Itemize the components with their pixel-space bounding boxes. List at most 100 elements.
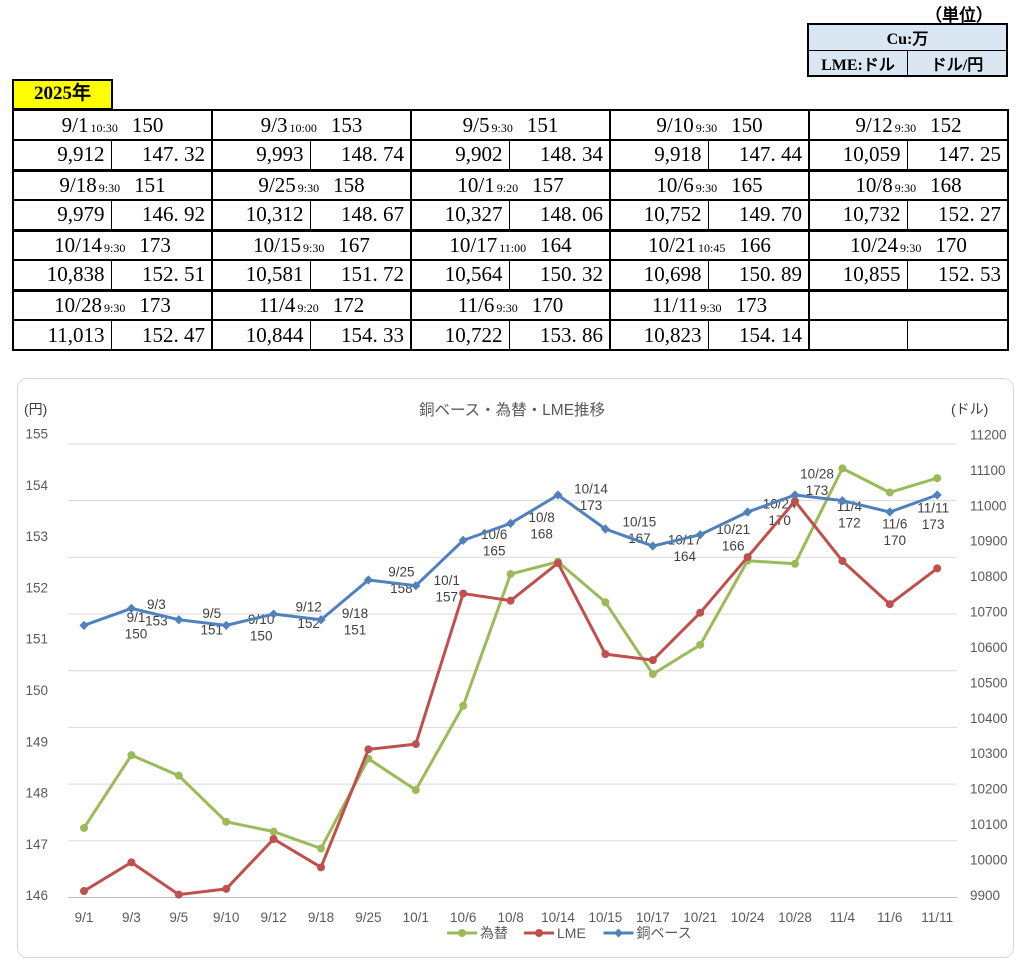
right-axis-tick: 11200 [970, 428, 1007, 443]
marker-circle [174, 771, 183, 780]
x-axis-tick: 9/5 [169, 910, 188, 925]
price-cell-fx[interactable]: 147. 25 [906, 139, 1009, 171]
price-cell-fx[interactable]: 147. 32 [110, 139, 213, 171]
price-cell-lme[interactable]: 10,855 [808, 259, 908, 291]
x-axis-tick: 10/6 [450, 910, 476, 925]
data-label-date: 9/12 [295, 600, 321, 615]
price-cell-fx[interactable]: 149. 70 [707, 199, 810, 231]
price-cell-date[interactable]: 10/8 9:30 168 [808, 168, 1009, 201]
marker-circle [554, 559, 562, 568]
price-cell-fx[interactable]: 154. 33 [309, 319, 412, 351]
x-axis-tick: 9/25 [355, 910, 381, 925]
price-cell-date[interactable]: 11/6 9:30 170 [410, 288, 611, 321]
price-cell-date[interactable]: 10/21 10:45 166 [609, 228, 810, 261]
price-cell-date[interactable]: 10/6 9:30 165 [609, 168, 810, 201]
unit-table: Cu:万 LME:ドル ドル/円 [807, 23, 1008, 77]
price-cell-date[interactable]: 10/28 9:30 173 [12, 288, 213, 321]
data-label-value: 173 [806, 483, 829, 498]
unit-table-fx-cell[interactable]: ドル/円 [907, 49, 1008, 77]
price-cell-lme[interactable]: 9,979 [12, 199, 112, 231]
marker-circle [838, 464, 847, 473]
price-cell-fx[interactable]: 148. 34 [508, 139, 611, 171]
price-cell-fx[interactable]: 152. 51 [110, 259, 213, 291]
x-axis-tick: 10/21 [683, 910, 717, 925]
price-cell-fx[interactable]: 148. 06 [508, 199, 611, 231]
right-axis-tick: 10200 [970, 782, 1008, 797]
price-cell-lme[interactable]: 9,902 [410, 139, 510, 171]
price-cell-fx[interactable]: 148. 74 [309, 139, 412, 171]
data-label-date: 9/25 [388, 565, 414, 580]
price-cell-lme[interactable]: 9,993 [211, 139, 311, 171]
price-cell-lme[interactable]: 11,013 [12, 319, 112, 351]
marker-diamond [411, 581, 421, 591]
marker-circle [127, 751, 136, 760]
marker-circle [648, 670, 657, 679]
price-cell-date[interactable] [808, 288, 1009, 321]
data-label-date: 10/28 [800, 467, 834, 482]
price-cell-date[interactable]: 10/15 9:30 167 [211, 228, 412, 261]
data-label-date: 10/15 [623, 515, 657, 530]
legend-swatch-marker [614, 928, 623, 938]
price-cell-date[interactable]: 9/12 9:30 152 [808, 109, 1009, 141]
price-cell-date[interactable]: 10/1 9:20 157 [410, 168, 611, 201]
marker-circle [743, 553, 752, 562]
price-cell-fx[interactable]: 146. 92 [110, 199, 213, 231]
marker-diamond [79, 620, 89, 630]
price-cell-lme[interactable]: 10,059 [808, 139, 908, 171]
price-cell-date[interactable]: 11/4 9:20 172 [211, 288, 412, 321]
marker-circle [364, 745, 373, 754]
x-axis-tick: 11/11 [921, 910, 953, 925]
price-cell-fx[interactable]: 153. 86 [508, 319, 611, 351]
marker-circle [317, 863, 325, 872]
right-axis-tick: 10300 [970, 746, 1008, 761]
left-axis-tick: 150 [25, 683, 48, 698]
data-label-date: 11/11 [917, 501, 949, 516]
price-cell-lme[interactable] [808, 319, 908, 351]
marker-diamond [126, 603, 136, 613]
right-axis-tick: 11100 [970, 463, 1006, 478]
unit-note: （単位） [925, 6, 993, 25]
price-cell-lme[interactable]: 10,722 [410, 319, 510, 351]
left-axis-tick: 153 [25, 529, 48, 544]
data-label-value: 170 [884, 533, 907, 548]
marker-circle [933, 474, 942, 483]
price-cell-fx[interactable]: 150. 89 [707, 259, 810, 291]
legend-label: LME [557, 925, 586, 941]
price-cell-lme[interactable]: 10,823 [609, 319, 709, 351]
price-cell-date[interactable]: 9/10 9:30 150 [609, 109, 810, 141]
price-cell-date[interactable]: 9/25 9:30 158 [211, 168, 412, 201]
data-label-date: 9/1 [127, 610, 146, 625]
legend-item: 為替 [447, 925, 508, 941]
price-cell-lme[interactable]: 10,698 [609, 259, 709, 291]
unit-table-cu-cell[interactable]: Cu:万 [807, 23, 1008, 51]
price-cell-fx[interactable]: 147. 44 [707, 139, 810, 171]
right-axis-tick: 10400 [970, 711, 1008, 726]
price-cell-lme[interactable]: 10,844 [211, 319, 311, 351]
price-cell-date[interactable]: 9/3 10:00 153 [211, 109, 412, 141]
price-cell-lme[interactable]: 10,732 [808, 199, 908, 231]
price-table: 9/1 10:30 150 9/3 10:00 153 9/5 9:30 151 9/10 9:30… [12, 109, 1009, 351]
marker-diamond [316, 615, 326, 625]
left-axis-tick: 152 [25, 580, 48, 595]
price-cell-lme[interactable]: 10,838 [12, 259, 112, 291]
marker-circle [506, 570, 515, 579]
x-axis-tick: 9/1 [75, 910, 94, 925]
price-cell-fx[interactable]: 152. 47 [110, 319, 213, 351]
price-cell-date[interactable]: 9/5 9:30 151 [410, 109, 611, 141]
chart-area[interactable] [17, 378, 1014, 958]
price-cell-fx[interactable]: 150. 32 [508, 259, 611, 291]
marker-circle [411, 740, 420, 749]
price-cell-lme[interactable]: 10,752 [609, 199, 709, 231]
price-cell-date[interactable]: 9/18 9:30 151 [12, 168, 213, 201]
marker-diamond [695, 530, 705, 540]
price-cell-date[interactable]: 10/17 11:00 164 [410, 228, 611, 261]
year-label[interactable]: 2025年 [12, 79, 113, 110]
price-cell-lme[interactable]: 10,564 [410, 259, 510, 291]
legend-label: 銅ベース [637, 925, 692, 941]
price-cell-fx[interactable] [906, 319, 1009, 351]
marker-circle [222, 817, 231, 826]
unit-table-lme-cell[interactable]: LME:ドル [807, 49, 908, 77]
marker-circle [791, 559, 799, 568]
price-cell-fx[interactable]: 154. 14 [707, 319, 810, 351]
